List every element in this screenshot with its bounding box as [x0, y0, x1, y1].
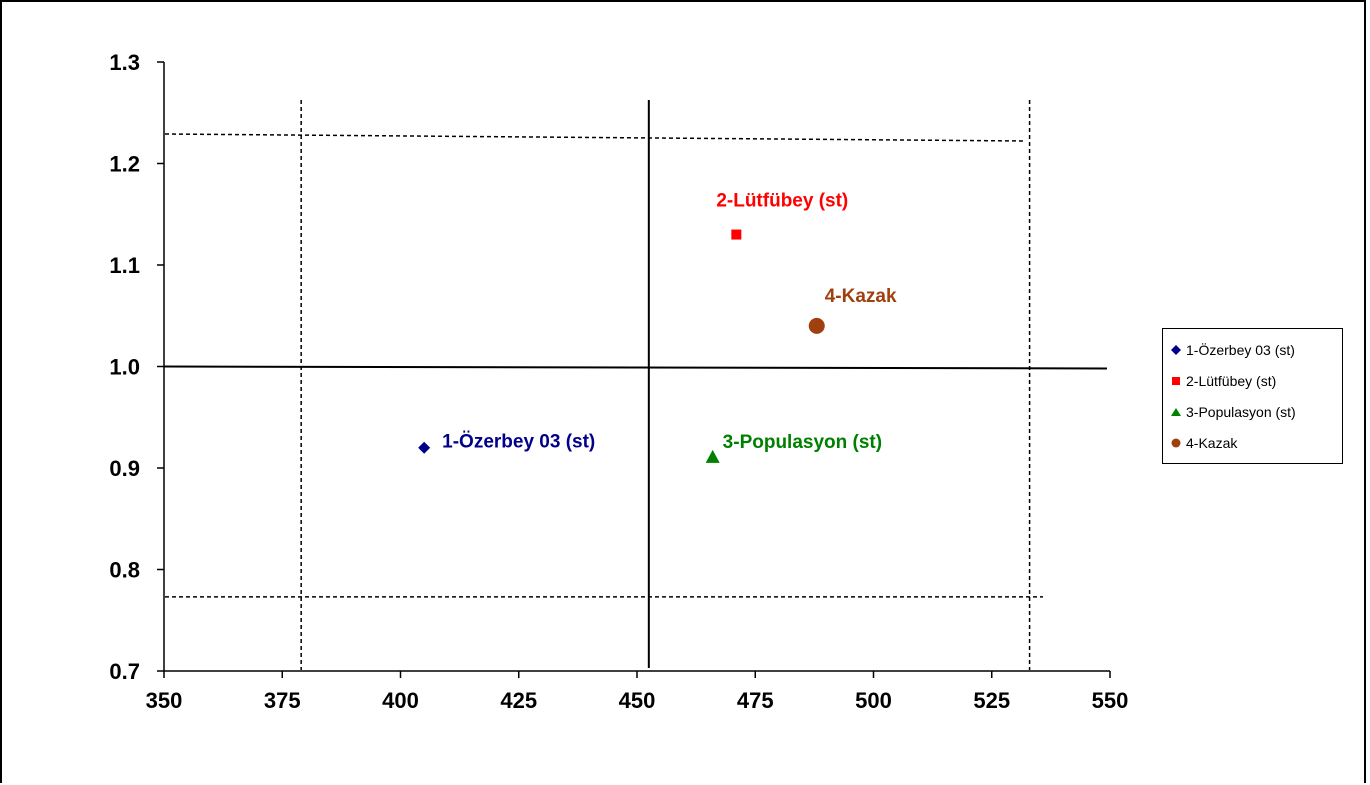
x-tick-label: 375: [264, 688, 301, 713]
point-label: 4-Kazak: [825, 286, 897, 307]
axes: 0.7 0.8 0.9 1.0 1.1 1.2 1.3 350 375 400 425 450 475 5…: [109, 50, 1128, 713]
point-square: [731, 229, 742, 240]
square-icon: [1169, 376, 1183, 386]
legend: 1-Özerbey 03 (st) 2-Lütfübey (st) 3-Popu…: [1162, 328, 1343, 464]
x-tick-label: 450: [619, 688, 656, 713]
legend-label: 3-Populasyon (st): [1186, 403, 1296, 420]
y-tick-label: 0.9: [109, 456, 140, 481]
legend-item-3: 3-Populasyon (st): [1169, 396, 1342, 427]
y-tick-label: 1.1: [109, 253, 140, 278]
legend-label: 1-Özerbey 03 (st): [1186, 341, 1295, 358]
x-tick-label: 550: [1092, 688, 1129, 713]
point-label: 1-Özerbey 03 (st): [442, 432, 595, 453]
triangle-icon: [1169, 407, 1183, 417]
point-label: 2-Lütfübey (st): [716, 191, 848, 212]
point-label: 3-Populasyon (st): [723, 432, 882, 453]
point-triangle: [705, 449, 720, 463]
x-tick-label: 525: [973, 688, 1010, 713]
data-points: [418, 229, 825, 463]
x-tick-label: 350: [146, 688, 183, 713]
upper-y-dashed-line: [164, 133, 1025, 142]
legend-item-4: 4-Kazak: [1169, 427, 1342, 458]
legend-label: 2-Lütfübey (st): [1186, 372, 1277, 389]
point-circle: [808, 317, 825, 334]
point-labels: 1-Özerbey 03 (st) 2-Lütfübey (st) 3-Popula…: [442, 191, 897, 453]
y-tick-label: 1.3: [109, 50, 140, 75]
reference-lines: [163, 100, 1108, 670]
x-tick-label: 400: [382, 688, 419, 713]
x-tick-label: 425: [500, 688, 537, 713]
y-tick-label: 0.8: [109, 558, 140, 583]
legend-label: 4-Kazak: [1186, 434, 1238, 451]
diamond-icon: [1169, 344, 1183, 355]
legend-item-2: 2-Lütfübey (st): [1169, 365, 1342, 396]
x-tick-label: 475: [737, 688, 774, 713]
x-tick-label: 500: [855, 688, 892, 713]
circle-icon: [1169, 438, 1183, 448]
point-diamond: [418, 441, 431, 454]
y-tick-label: 1.2: [109, 152, 140, 177]
y-tick-label: 0.7: [109, 659, 140, 684]
mean-y-line: [163, 365, 1108, 370]
legend-item-1: 1-Özerbey 03 (st): [1169, 334, 1342, 365]
y-tick-label: 1.0: [109, 355, 140, 380]
